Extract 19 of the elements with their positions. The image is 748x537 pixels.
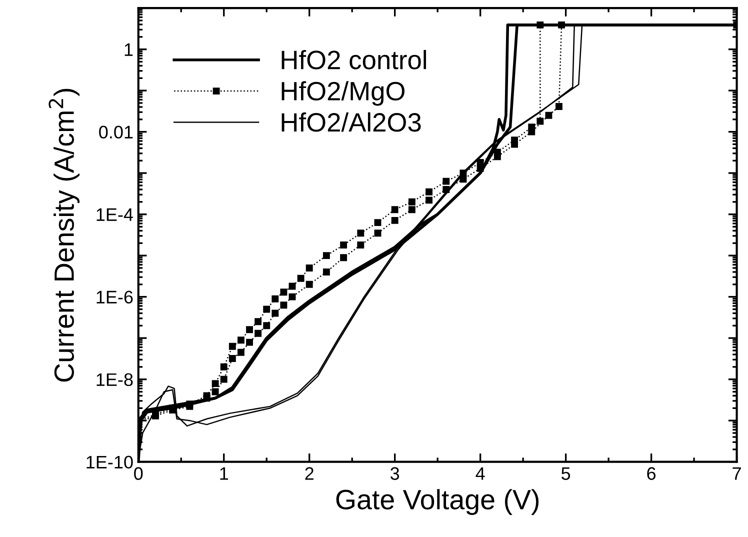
x-tick-label: 3 [390, 467, 400, 480]
x-axis-title: Gate Voltage (V) [336, 489, 539, 515]
legend-label: HfO2/MgO [282, 81, 404, 106]
legend-label: HfO2 control [282, 50, 426, 70]
y-tick-label: 1E-10 [86, 456, 133, 469]
x-tick-label: 6 [647, 467, 656, 480]
legend-label: HfO2/Al2O3 [282, 112, 421, 132]
x-tick-label: 7 [732, 467, 741, 480]
y-tick-label: 1 [124, 43, 133, 56]
y-axis-title: Current Density (A/cm$^{2}$) [48, 88, 80, 382]
y-tick-label: 1E-8 [96, 373, 133, 386]
x-tick-label: 4 [476, 467, 485, 480]
x-tick-label: 0 [134, 467, 143, 480]
y-tick-label: 1E-4 [96, 208, 133, 221]
x-tick-label: 2 [305, 467, 314, 480]
y-tick-label: 0.01 [99, 126, 133, 139]
x-tick-label: 5 [562, 467, 570, 480]
x-tick-label: 1 [220, 467, 228, 480]
y-tick-label: 1E-6 [96, 290, 133, 304]
